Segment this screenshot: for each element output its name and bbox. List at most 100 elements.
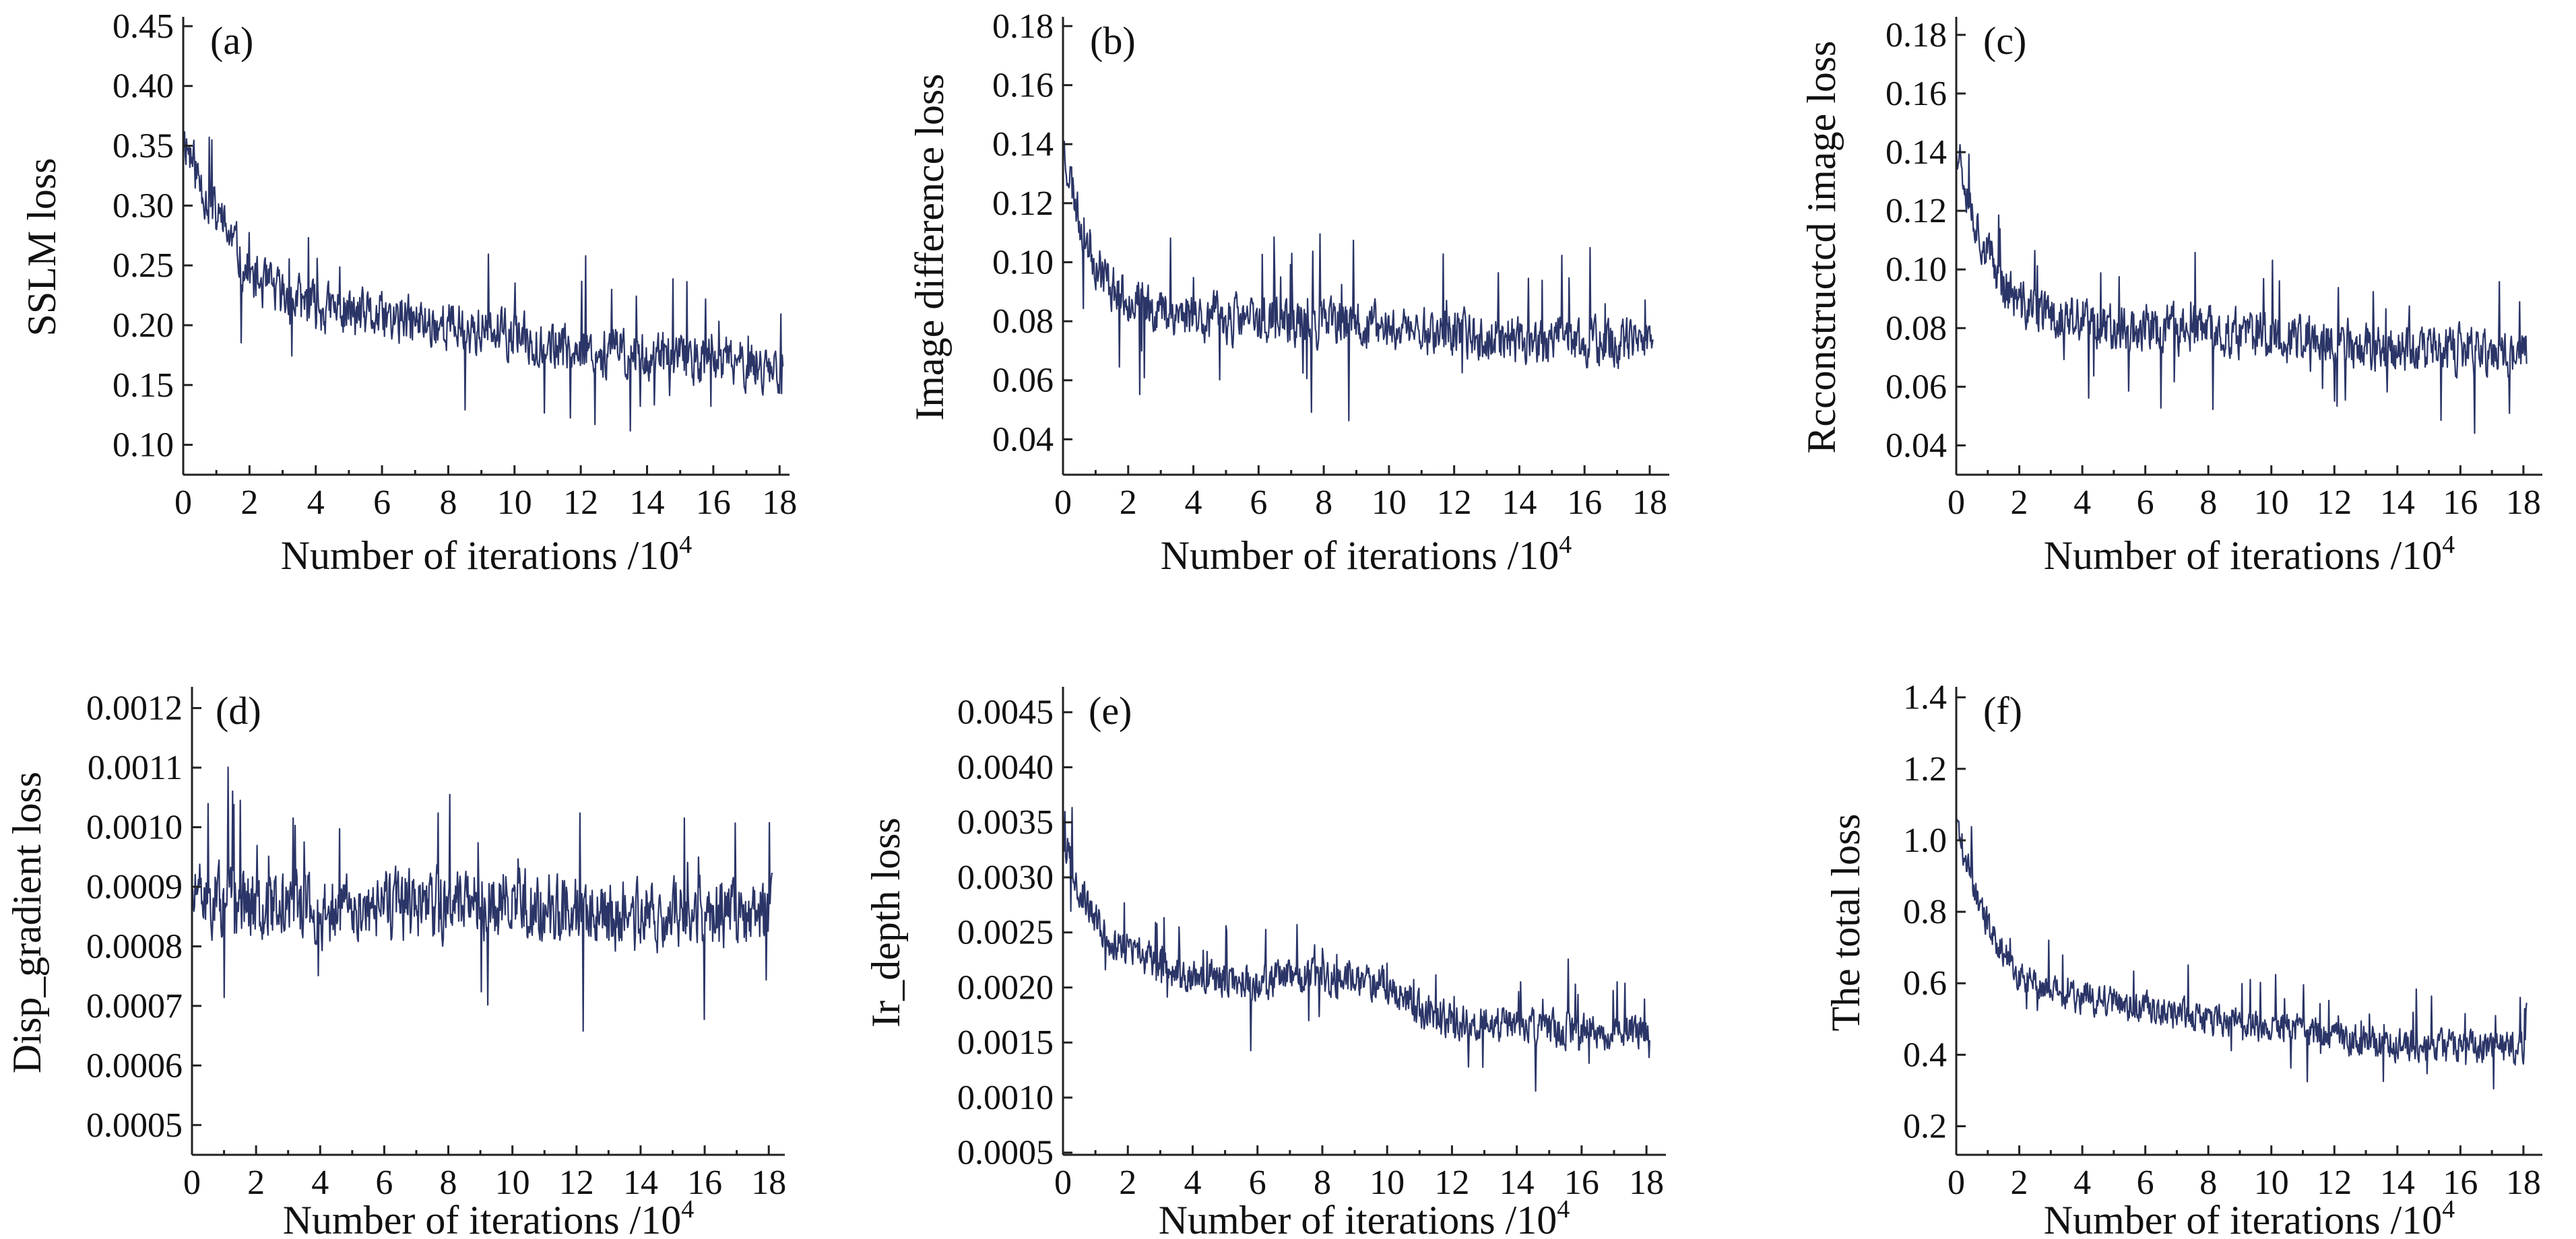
- x-tick-label: 12: [2317, 1164, 2352, 1202]
- x-tick-label: 2: [2011, 1164, 2028, 1202]
- x-tick-label: 8: [439, 483, 457, 522]
- y-tick-label: 0.08: [1886, 309, 1947, 347]
- y-tick-label: 0.30: [112, 187, 174, 225]
- y-tick-label: 0.6: [1903, 964, 1947, 1003]
- x-tick-label: 0: [174, 483, 192, 522]
- panel-a: (a) SSLM loss Number of iterations /104 …: [20, 7, 797, 578]
- x-axis-title: Number of iterations /104: [2044, 1195, 2455, 1239]
- x-tick-label: 8: [2199, 483, 2217, 522]
- x-tick-label: 2: [247, 1164, 265, 1202]
- x-tick-label: 10: [1372, 483, 1407, 522]
- y-tick-label: 1.0: [1903, 822, 1947, 860]
- x-tick-label: 4: [2073, 483, 2091, 522]
- y-tick-label: 0.16: [1886, 75, 1947, 113]
- x-axis-title-exponent: 4: [2442, 1195, 2455, 1224]
- y-tick-label: 1.4: [1903, 679, 1947, 717]
- y-tick-label: 1.2: [1903, 750, 1947, 789]
- x-tick-label: 4: [311, 1164, 329, 1202]
- y-axis-title: Rcconstructcd image loss: [1799, 40, 1844, 453]
- y-tick-label: 0.0007: [86, 987, 183, 1026]
- y-tick-label: 0.0008: [86, 927, 183, 966]
- y-axis-title: The total loss: [1824, 813, 1868, 1031]
- x-axis-title-exponent: 4: [2442, 531, 2455, 559]
- x-tick-label: 6: [2137, 1164, 2154, 1202]
- panel-f: (f) The total loss Number of iterations …: [1824, 679, 2542, 1239]
- x-tick-label: 10: [497, 483, 532, 522]
- y-tick-label: 0.10: [1886, 250, 1947, 289]
- x-tick-label: 12: [1434, 1164, 1469, 1202]
- x-axis-title-exponent: 4: [1557, 1195, 1570, 1224]
- x-tick-label: 16: [687, 1164, 722, 1202]
- x-tick-label: 8: [1315, 483, 1332, 522]
- x-axis-title-text: Number of iterations /10: [281, 533, 680, 578]
- x-tick-label: 10: [1370, 1164, 1405, 1202]
- panel-label: (e): [1089, 689, 1132, 733]
- y-tick-label: 0.10: [112, 426, 174, 465]
- x-tick-label: 14: [2380, 483, 2415, 522]
- x-tick-label: 12: [2317, 483, 2352, 522]
- panel-label: (d): [216, 689, 261, 733]
- y-tick-label: 0.10: [992, 243, 1054, 281]
- x-tick-label: 6: [375, 1164, 393, 1202]
- y-tick-label: 0.8: [1903, 893, 1947, 931]
- x-tick-label: 18: [1629, 1164, 1664, 1202]
- y-tick-label: 0.0035: [957, 803, 1054, 842]
- y-tick-label: 0.45: [112, 7, 174, 46]
- x-tick-label: 16: [1567, 483, 1602, 522]
- panel-label: (b): [1090, 19, 1136, 63]
- y-tick-label: 0.0020: [957, 968, 1054, 1007]
- x-tick-label: 18: [762, 483, 797, 522]
- panel-label: (a): [210, 19, 253, 63]
- y-tick-label: 0.0015: [957, 1024, 1054, 1062]
- x-tick-label: 16: [2443, 1164, 2478, 1202]
- x-tick-label: 16: [696, 483, 731, 522]
- y-tick-label: 0.14: [992, 125, 1054, 164]
- y-tick-label: 0.18: [1886, 16, 1947, 55]
- panel-label: (c): [1983, 19, 2026, 63]
- panel-b: (b) Image difference loss Number of iter…: [907, 7, 1669, 578]
- panel-e: (e) Ir_depth loss Number of iterations /…: [864, 687, 1666, 1239]
- x-tick-label: 12: [563, 483, 598, 522]
- x-tick-label: 8: [2199, 1164, 2217, 1202]
- x-tick-label: 6: [2137, 483, 2154, 522]
- x-tick-label: 18: [2506, 483, 2541, 522]
- x-tick-label: 16: [1564, 1164, 1599, 1202]
- x-tick-label: 12: [559, 1164, 594, 1202]
- x-axis-title-text: Number of iterations /10: [2044, 1198, 2443, 1239]
- x-axis-title-text: Number of iterations /10: [283, 1198, 682, 1239]
- y-tick-label: 0.0025: [957, 914, 1054, 952]
- x-tick-label: 8: [440, 1164, 457, 1202]
- y-tick-label: 0.0045: [957, 694, 1054, 732]
- y-tick-label: 0.2: [1903, 1108, 1947, 1146]
- y-tick-label: 0.0030: [957, 859, 1054, 897]
- y-tick-label: 0.0009: [86, 868, 183, 906]
- y-tick-label: 0.25: [112, 246, 174, 285]
- y-tick-label: 0.06: [1886, 368, 1947, 406]
- x-tick-label: 0: [1054, 483, 1072, 522]
- x-tick-label: 2: [240, 483, 258, 522]
- x-axis-title: Number of iterations /104: [1159, 1195, 1570, 1239]
- x-axis-title: Number of iterations /104: [283, 1195, 695, 1239]
- panel-d: (d) Disp_gradient loss Number of iterati…: [5, 687, 786, 1239]
- x-tick-label: 10: [2254, 483, 2289, 522]
- x-tick-label: 14: [630, 483, 665, 522]
- x-tick-label: 18: [751, 1164, 786, 1202]
- x-tick-label: 14: [2380, 1164, 2415, 1202]
- x-tick-label: 18: [2506, 1164, 2541, 1202]
- x-axis-title-text: Number of iterations /10: [2044, 533, 2443, 578]
- loss-series-line: [1062, 807, 1650, 1092]
- y-tick-label: 0.12: [1886, 192, 1947, 230]
- y-tick-label: 0.0005: [957, 1134, 1054, 1172]
- x-tick-label: 4: [307, 483, 325, 522]
- x-tick-label: 8: [1314, 1164, 1331, 1202]
- y-axis-title: Image difference loss: [907, 73, 952, 420]
- x-tick-label: 4: [1184, 1164, 1201, 1202]
- x-tick-label: 2: [1119, 1164, 1136, 1202]
- x-tick-label: 6: [1249, 1164, 1266, 1202]
- y-axis-title: Ir_depth loss: [864, 817, 908, 1028]
- y-tick-label: 0.18: [992, 7, 1054, 46]
- y-tick-label: 0.0005: [86, 1106, 183, 1145]
- y-tick-label: 0.12: [992, 185, 1054, 223]
- y-tick-label: 0.08: [992, 302, 1054, 341]
